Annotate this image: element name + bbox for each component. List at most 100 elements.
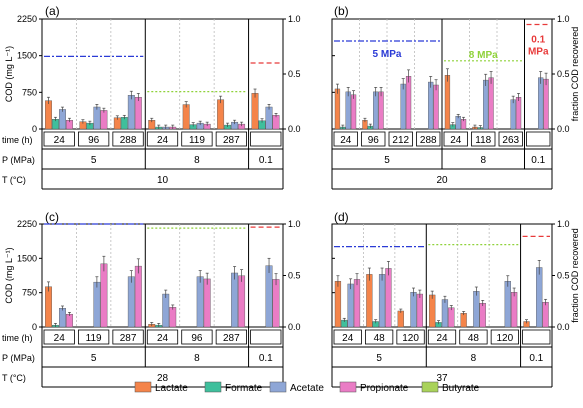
y-axis-label: COD (mg L⁻¹) [4, 247, 14, 303]
y-right-tick-label: 0.0 [288, 322, 301, 332]
time-value: 118 [475, 135, 491, 146]
time-cell [333, 131, 358, 147]
time-cell [522, 329, 551, 345]
time-value: 48 [468, 333, 480, 344]
y-right-tick-label: 0.5 [557, 69, 570, 79]
time-cell [365, 329, 394, 345]
y-axis-label: COD (mg L⁻¹) [4, 46, 14, 102]
row-label-time: time (h) [2, 333, 33, 343]
bar-propionate [378, 91, 384, 130]
bar-propionate [203, 278, 211, 328]
time-cell [459, 329, 488, 345]
time-cell [215, 329, 247, 345]
bar-propionate [448, 307, 455, 328]
bar-propionate [100, 110, 108, 130]
bar-propionate [238, 275, 246, 328]
bar-acetate [93, 281, 101, 328]
time-cell [490, 329, 519, 345]
bar-acetate [510, 99, 516, 130]
pressure-value: 5 [91, 353, 97, 364]
bar-acetate [265, 265, 273, 328]
annotation: 8 MPa [469, 50, 498, 61]
time-cell [181, 329, 213, 345]
bar-acetate [441, 299, 449, 328]
bar-lactate [334, 281, 342, 328]
bar-lactate [366, 274, 373, 328]
temperature-value: 37 [436, 373, 448, 384]
time-value: 24 [54, 135, 66, 146]
y-right-tick-label: 0.0 [557, 322, 570, 332]
bar-acetate [127, 276, 135, 328]
pressure-value: 8 [471, 353, 477, 364]
time-value: 287 [120, 333, 137, 344]
pressure-value: 5 [384, 155, 390, 166]
y-tick-label: 750 [22, 87, 37, 97]
time-cell [250, 329, 282, 345]
bar-propionate [100, 263, 108, 328]
bar-acetate [536, 267, 543, 328]
y-right-tick-label: 1.0 [557, 219, 570, 229]
bar-lactate [45, 286, 52, 328]
time-cell [146, 329, 179, 345]
y-right-tick-label: 0.5 [557, 271, 570, 281]
y-tick-label: 750 [22, 288, 37, 298]
bar-propionate [385, 268, 392, 328]
time-value: 24 [54, 333, 66, 344]
pressure-value: 0.1 [259, 155, 273, 166]
panels: (a) 0 750 1500 2250 COD (mg L⁻¹) 0.0 0.5 1.0 24 96… [2, 4, 580, 388]
legend-swatch-propionate [339, 381, 357, 393]
time-cell [250, 131, 282, 147]
legend-swatch-acetate [269, 381, 287, 393]
time-cell [471, 131, 496, 147]
y-tick-label: 2250 [17, 219, 37, 229]
bar-acetate [347, 283, 354, 328]
y-right-tick-label: 1.0 [288, 14, 301, 24]
bar-propionate [272, 115, 280, 130]
time-value: 212 [392, 135, 409, 146]
annotation: 5 MPa [373, 49, 402, 60]
bar-propionate [515, 97, 522, 130]
y-right-tick-label: 0.0 [288, 124, 301, 134]
time-cell [112, 131, 144, 147]
time-cell [112, 329, 144, 345]
bar-propionate [169, 307, 177, 328]
annotation: MPa [528, 47, 549, 58]
bar-acetate [59, 109, 66, 130]
y-right-tick-label: 0.5 [288, 271, 301, 281]
panel-tag: (c) [45, 210, 59, 224]
time-value: 263 [502, 135, 519, 146]
bar-lactate [182, 104, 190, 130]
bar-acetate [483, 79, 489, 130]
bar-propionate [433, 84, 439, 130]
bar-acetate [538, 77, 544, 130]
pressure-value: 8 [480, 155, 486, 166]
time-value: 120 [402, 333, 419, 344]
y-tick-label: 1500 [17, 253, 37, 263]
panel-c: (c) 0 750 1500 2250 COD (mg L⁻¹) 0.0 0.5 1.0 24 11… [2, 210, 301, 388]
time-value: 288 [420, 135, 437, 146]
y-right-tick-label: 1.0 [557, 14, 570, 24]
bar-propionate [511, 292, 518, 328]
time-cell [78, 131, 110, 147]
bar-lactate [217, 99, 225, 130]
bar-acetate [265, 106, 273, 130]
bar-acetate [196, 276, 204, 328]
legend-label-formate: Formate [225, 383, 263, 394]
bar-lactate [444, 75, 451, 130]
pressure-value: 8 [194, 353, 200, 364]
time-cell [43, 131, 75, 147]
y-right-axis-label: fraction COD recovered [570, 27, 580, 122]
time-cell [443, 131, 468, 147]
time-cell [427, 329, 457, 345]
bar-acetate [428, 81, 434, 130]
time-value: 288 [120, 135, 137, 146]
time-value: 119 [86, 333, 102, 344]
time-value: 287 [223, 333, 240, 344]
pressure-value: 0.1 [531, 155, 545, 166]
panel-tag: (a) [45, 4, 60, 18]
bar-acetate [231, 272, 239, 328]
bar-lactate [334, 88, 341, 130]
bar-acetate [400, 83, 406, 130]
